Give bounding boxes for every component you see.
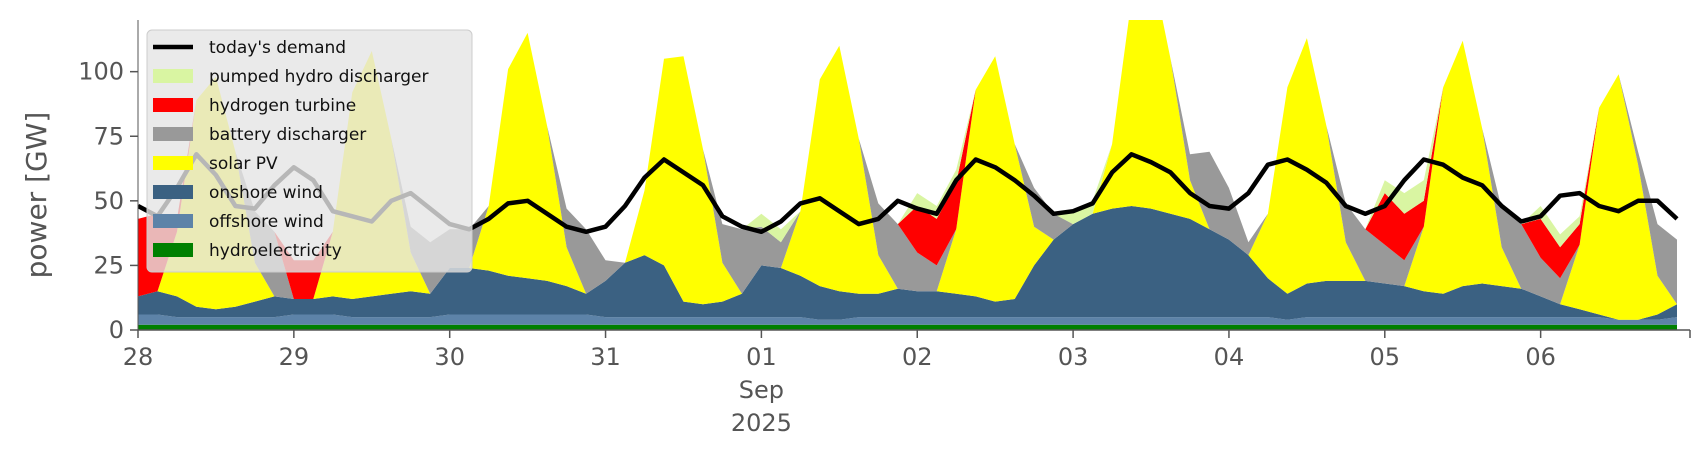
legend-swatch [153,185,193,199]
area-battery-discharger [138,20,1677,305]
legend-swatch [153,243,193,257]
legend-swatch [153,156,193,170]
x-tick-label: 02 [902,343,933,371]
x-tick-label: 28 [123,343,154,371]
x-tick-label: 05 [1370,343,1401,371]
area-onshore-wind [138,206,1677,320]
x-tick-label: 29 [279,343,310,371]
y-tick-label: 75 [93,122,124,150]
legend-swatch [153,69,193,83]
legend-label: hydrogen turbine [209,96,356,116]
y-axis-label: power [GW] [20,112,53,279]
x-tick-label: 06 [1525,343,1556,371]
y-tick-label: 0 [109,316,124,344]
area-offshore-wind [138,314,1677,325]
area-solar-pv [138,20,1677,320]
legend-swatch [153,98,193,112]
legend-label: pumped hydro discharger [209,67,428,87]
legend-label: battery discharger [209,125,366,145]
x-tick-label: 03 [1058,343,1089,371]
legend-label: onshore wind [209,183,323,203]
legend-label: today's demand [209,38,346,58]
y-tick-label: 25 [93,251,124,279]
legend: today's demand pumped hydro discharger hyd… [146,29,473,273]
axes: 0 25 50 75 100 28 29 30 31 01 Sep 2025 02 03 04 05 06 [78,20,1691,437]
x-tick-year-label: 2025 [731,409,792,437]
y-tick-label: 100 [78,58,124,86]
legend-box [146,29,473,273]
x-tick-label: 31 [590,343,621,371]
legend-label: hydroelectricity [209,241,342,261]
x-tick-month-label: Sep [739,376,784,404]
y-tick-label: 50 [93,187,124,215]
area-hydroelectricity [138,324,1677,330]
legend-label: offshore wind [209,212,324,232]
legend-swatch [153,127,193,141]
x-tick-label: 30 [434,343,465,371]
legend-label: solar PV [209,154,278,174]
x-tick-label: 04 [1214,343,1245,371]
x-tick-label: 01 [746,343,777,371]
area-pumped-hydro-discharger [138,20,1677,263]
legend-swatch [153,214,193,228]
